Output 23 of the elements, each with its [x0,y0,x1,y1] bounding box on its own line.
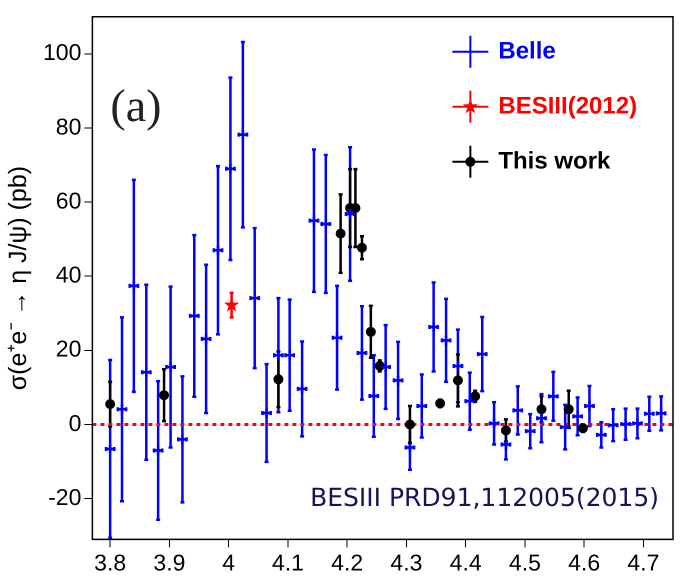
legend-label: Belle [498,37,556,64]
legend-label: This work [498,147,612,174]
annotation: BESIII PRD91,112005(2015) [310,482,659,512]
x-tick-label: 4.6 [568,550,600,576]
y-tick-label: 80 [56,113,82,140]
x-tick-label: 4.2 [331,550,364,576]
x-tick-label: 4 [222,550,236,576]
x-tick-label: 4.7 [627,550,660,576]
y-tick-label: 60 [56,187,82,214]
x-tick-label: 4.5 [508,550,541,576]
x-tick-label: 4.1 [272,550,304,576]
y-tick-label: 40 [56,262,82,288]
y-tick-label: -20 [48,484,82,510]
x-tick-label: 4.4 [450,550,482,576]
annotation: (a) [110,80,162,131]
y-tick-label: 20 [56,336,82,362]
y-tick-label: 100 [43,39,82,66]
y-axis-title: σ(e⁺e⁻ → η J/ψ) (pb) [4,166,32,390]
x-tick-label: 4.3 [390,550,422,576]
y-tick-label: 0 [68,410,82,436]
x-tick-label: 3.8 [94,550,126,576]
x-tick-label: 3.9 [153,550,186,576]
legend-label: BESIII(2012) [498,92,638,120]
